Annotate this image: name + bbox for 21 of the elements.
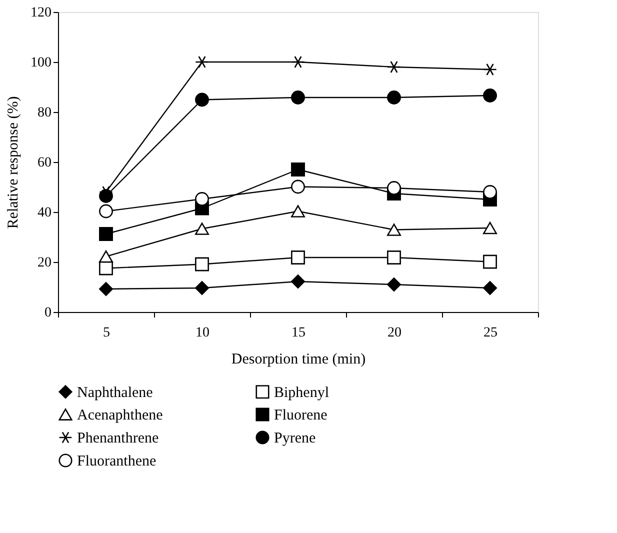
y-tick-label: 100 (30, 56, 52, 70)
y-tick-label: 120 (30, 6, 52, 20)
x-axis-title: Desorption time (min) (231, 352, 366, 368)
legend-label: Acenaphthene (77, 408, 164, 424)
legend-label: Naphthalene (77, 384, 154, 401)
y-tick-label: 40 (38, 206, 52, 220)
legend-label: Pyrene (274, 430, 316, 446)
y-tick-label: 80 (38, 106, 52, 120)
legend-label: Phenanthrene (77, 430, 159, 446)
x-tick-label: 20 (388, 326, 402, 340)
legend-label: Fluorene (274, 408, 328, 424)
legend-label: Fluoranthene (77, 454, 156, 470)
x-tick-label: 25 (484, 326, 498, 340)
legend-label: Biphenyl (274, 384, 329, 401)
x-tick-label: 5 (103, 326, 110, 340)
x-tick-label: 15 (292, 326, 306, 340)
y-tick-label: 0 (44, 306, 52, 320)
y-tick-label: 60 (38, 156, 52, 170)
y-tick-label: 20 (38, 256, 52, 270)
y-axis-title: Relative response (%) (6, 96, 22, 229)
x-tick-label: 10 (196, 326, 210, 340)
